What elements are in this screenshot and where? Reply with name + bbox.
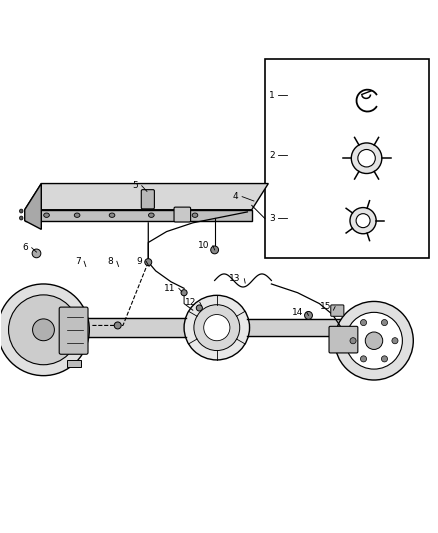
Circle shape [9,295,78,365]
Polygon shape [25,210,252,221]
Circle shape [350,207,376,234]
FancyBboxPatch shape [329,326,358,353]
Text: 4: 4 [233,192,239,201]
Circle shape [32,249,41,258]
Text: 14: 14 [292,308,303,317]
Circle shape [181,289,187,296]
Ellipse shape [184,295,250,360]
Circle shape [304,311,312,319]
FancyBboxPatch shape [331,305,344,316]
Circle shape [211,246,219,254]
Circle shape [145,259,152,265]
Circle shape [32,319,54,341]
Text: 8: 8 [108,257,113,266]
Circle shape [381,356,388,362]
Ellipse shape [74,213,80,217]
Ellipse shape [19,209,23,213]
Polygon shape [67,360,81,367]
Text: 13: 13 [230,274,241,283]
Text: 10: 10 [198,241,209,250]
Ellipse shape [19,216,23,220]
Text: 9: 9 [137,257,143,266]
Text: 1: 1 [269,91,275,100]
FancyBboxPatch shape [174,207,191,222]
Circle shape [335,302,413,380]
Ellipse shape [109,213,115,217]
Text: 12: 12 [185,298,196,307]
Circle shape [392,338,398,344]
Circle shape [196,305,202,311]
Bar [265,59,428,258]
Ellipse shape [44,213,49,217]
Ellipse shape [148,213,154,217]
Ellipse shape [192,213,198,217]
Polygon shape [25,183,41,229]
FancyBboxPatch shape [59,307,88,354]
Ellipse shape [204,314,230,341]
Text: 3: 3 [269,214,275,223]
Circle shape [0,284,89,376]
Circle shape [381,319,388,326]
Text: 2: 2 [269,151,275,160]
FancyBboxPatch shape [141,190,154,209]
Circle shape [360,319,367,326]
Circle shape [356,214,370,228]
Circle shape [346,312,403,369]
Circle shape [365,332,383,350]
Circle shape [351,143,382,174]
Circle shape [350,338,356,344]
Text: 11: 11 [164,284,175,293]
Text: 7: 7 [75,257,81,266]
Polygon shape [25,183,268,210]
Circle shape [114,322,121,329]
Ellipse shape [194,305,240,351]
Circle shape [360,356,367,362]
Circle shape [358,149,375,167]
Text: 15: 15 [320,302,332,311]
Text: 6: 6 [22,243,28,252]
Text: 5: 5 [132,181,138,190]
